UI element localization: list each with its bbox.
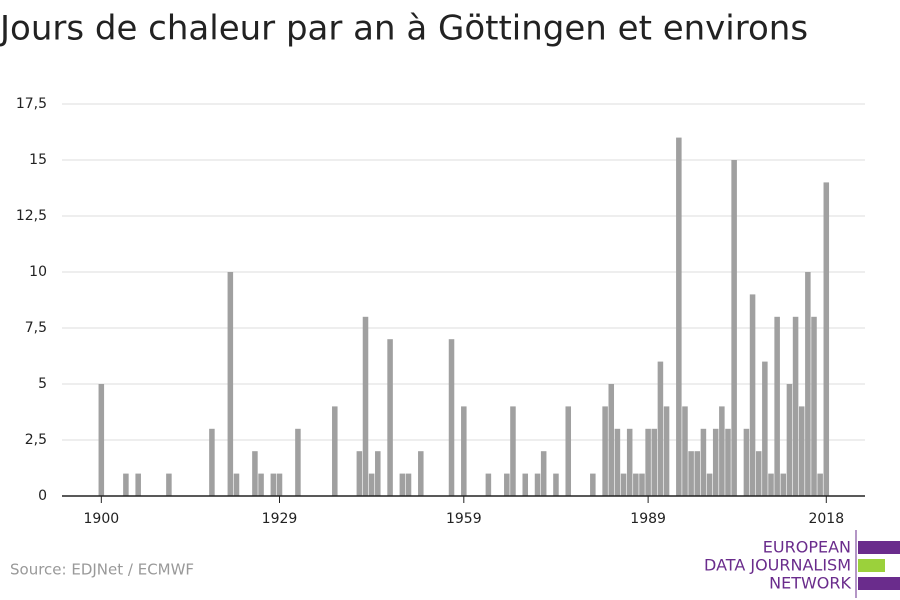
bar: [504, 473, 510, 496]
x-tick-label: 1959: [446, 511, 482, 527]
bar: [817, 473, 823, 496]
bar: [405, 473, 412, 496]
bar: [418, 451, 424, 496]
bar: [792, 316, 799, 496]
bar: [620, 473, 627, 496]
bar: [356, 451, 363, 496]
bar: [731, 160, 737, 496]
bar: [626, 428, 633, 496]
bar: [387, 339, 393, 496]
bar: [774, 316, 780, 496]
bar: [98, 384, 105, 496]
bar: [362, 316, 369, 496]
bar: [657, 361, 664, 496]
bar: [448, 339, 455, 496]
bar: [798, 406, 805, 496]
bar: [712, 428, 719, 496]
bar: [700, 428, 707, 496]
logo-bar: [858, 577, 900, 590]
x-tick-label: 1900: [84, 511, 120, 527]
y-tick-label: 10: [29, 264, 47, 280]
bar: [719, 406, 725, 496]
bar: [645, 428, 651, 496]
bar: [252, 451, 258, 496]
bar: [258, 473, 264, 496]
bar: [743, 428, 750, 496]
y-tick-label: 2,5: [25, 432, 47, 448]
bar: [510, 406, 516, 496]
bar: [233, 473, 240, 496]
bar: [651, 428, 658, 496]
source: Source: EDJNet / ECMWF: [10, 561, 194, 579]
x-tick-label: 2018: [808, 511, 844, 527]
bar: [614, 428, 621, 496]
x-tick-label: 1989: [630, 511, 666, 527]
y-tick-label: 7,5: [25, 320, 47, 336]
logo: EUROPEAN DATA JOURNALISM NETWORK: [704, 530, 900, 598]
bar: [786, 384, 793, 496]
bar: [725, 428, 731, 496]
y-tick-label: 5: [38, 376, 47, 392]
bar: [295, 428, 301, 496]
bar: [135, 473, 141, 496]
bar: [270, 473, 277, 496]
logo-text: NETWORK: [769, 574, 851, 593]
bar: [565, 406, 572, 496]
bar: [676, 137, 682, 496]
y-tick-label: 0: [38, 488, 47, 504]
bar: [227, 272, 234, 496]
bar: [639, 473, 645, 496]
bar: [688, 451, 694, 496]
y-tick-label: 17,5: [16, 96, 47, 112]
bar: [823, 182, 830, 496]
bar: [368, 473, 375, 496]
bar: [755, 451, 762, 496]
logo-bar: [858, 559, 885, 572]
bar: [768, 473, 774, 496]
bar: [694, 451, 701, 496]
bar: [805, 272, 811, 496]
logo-text: DATA JOURNALISM: [704, 556, 851, 575]
bar: [123, 473, 129, 496]
y-tick-label: 15: [29, 152, 47, 168]
bar: [485, 473, 492, 496]
chart-title: Jours de chaleur par an à Göttingen et e…: [0, 9, 808, 49]
logo-bar: [858, 541, 900, 554]
bar: [682, 406, 688, 496]
bar: [780, 473, 787, 496]
bar: [399, 473, 406, 496]
bar: [749, 294, 756, 496]
x-tick-label: 1929: [262, 511, 298, 527]
bar: [332, 406, 338, 496]
bar: [276, 473, 283, 496]
bar: [522, 473, 529, 496]
bar: [811, 316, 817, 496]
bar: [375, 451, 381, 496]
bar: [608, 384, 615, 496]
bar: [762, 361, 768, 496]
bar: [534, 473, 541, 496]
bar: [633, 473, 639, 496]
bar: [209, 428, 215, 496]
logo-text: EUROPEAN: [763, 538, 851, 557]
bar: [590, 473, 596, 496]
bar: [706, 473, 713, 496]
bar: [602, 406, 608, 496]
bar: [663, 406, 670, 496]
bar: [553, 473, 559, 496]
bar: [166, 473, 172, 496]
bar: [461, 406, 467, 496]
bar: [540, 451, 547, 496]
y-tick-label: 12,5: [16, 208, 47, 224]
